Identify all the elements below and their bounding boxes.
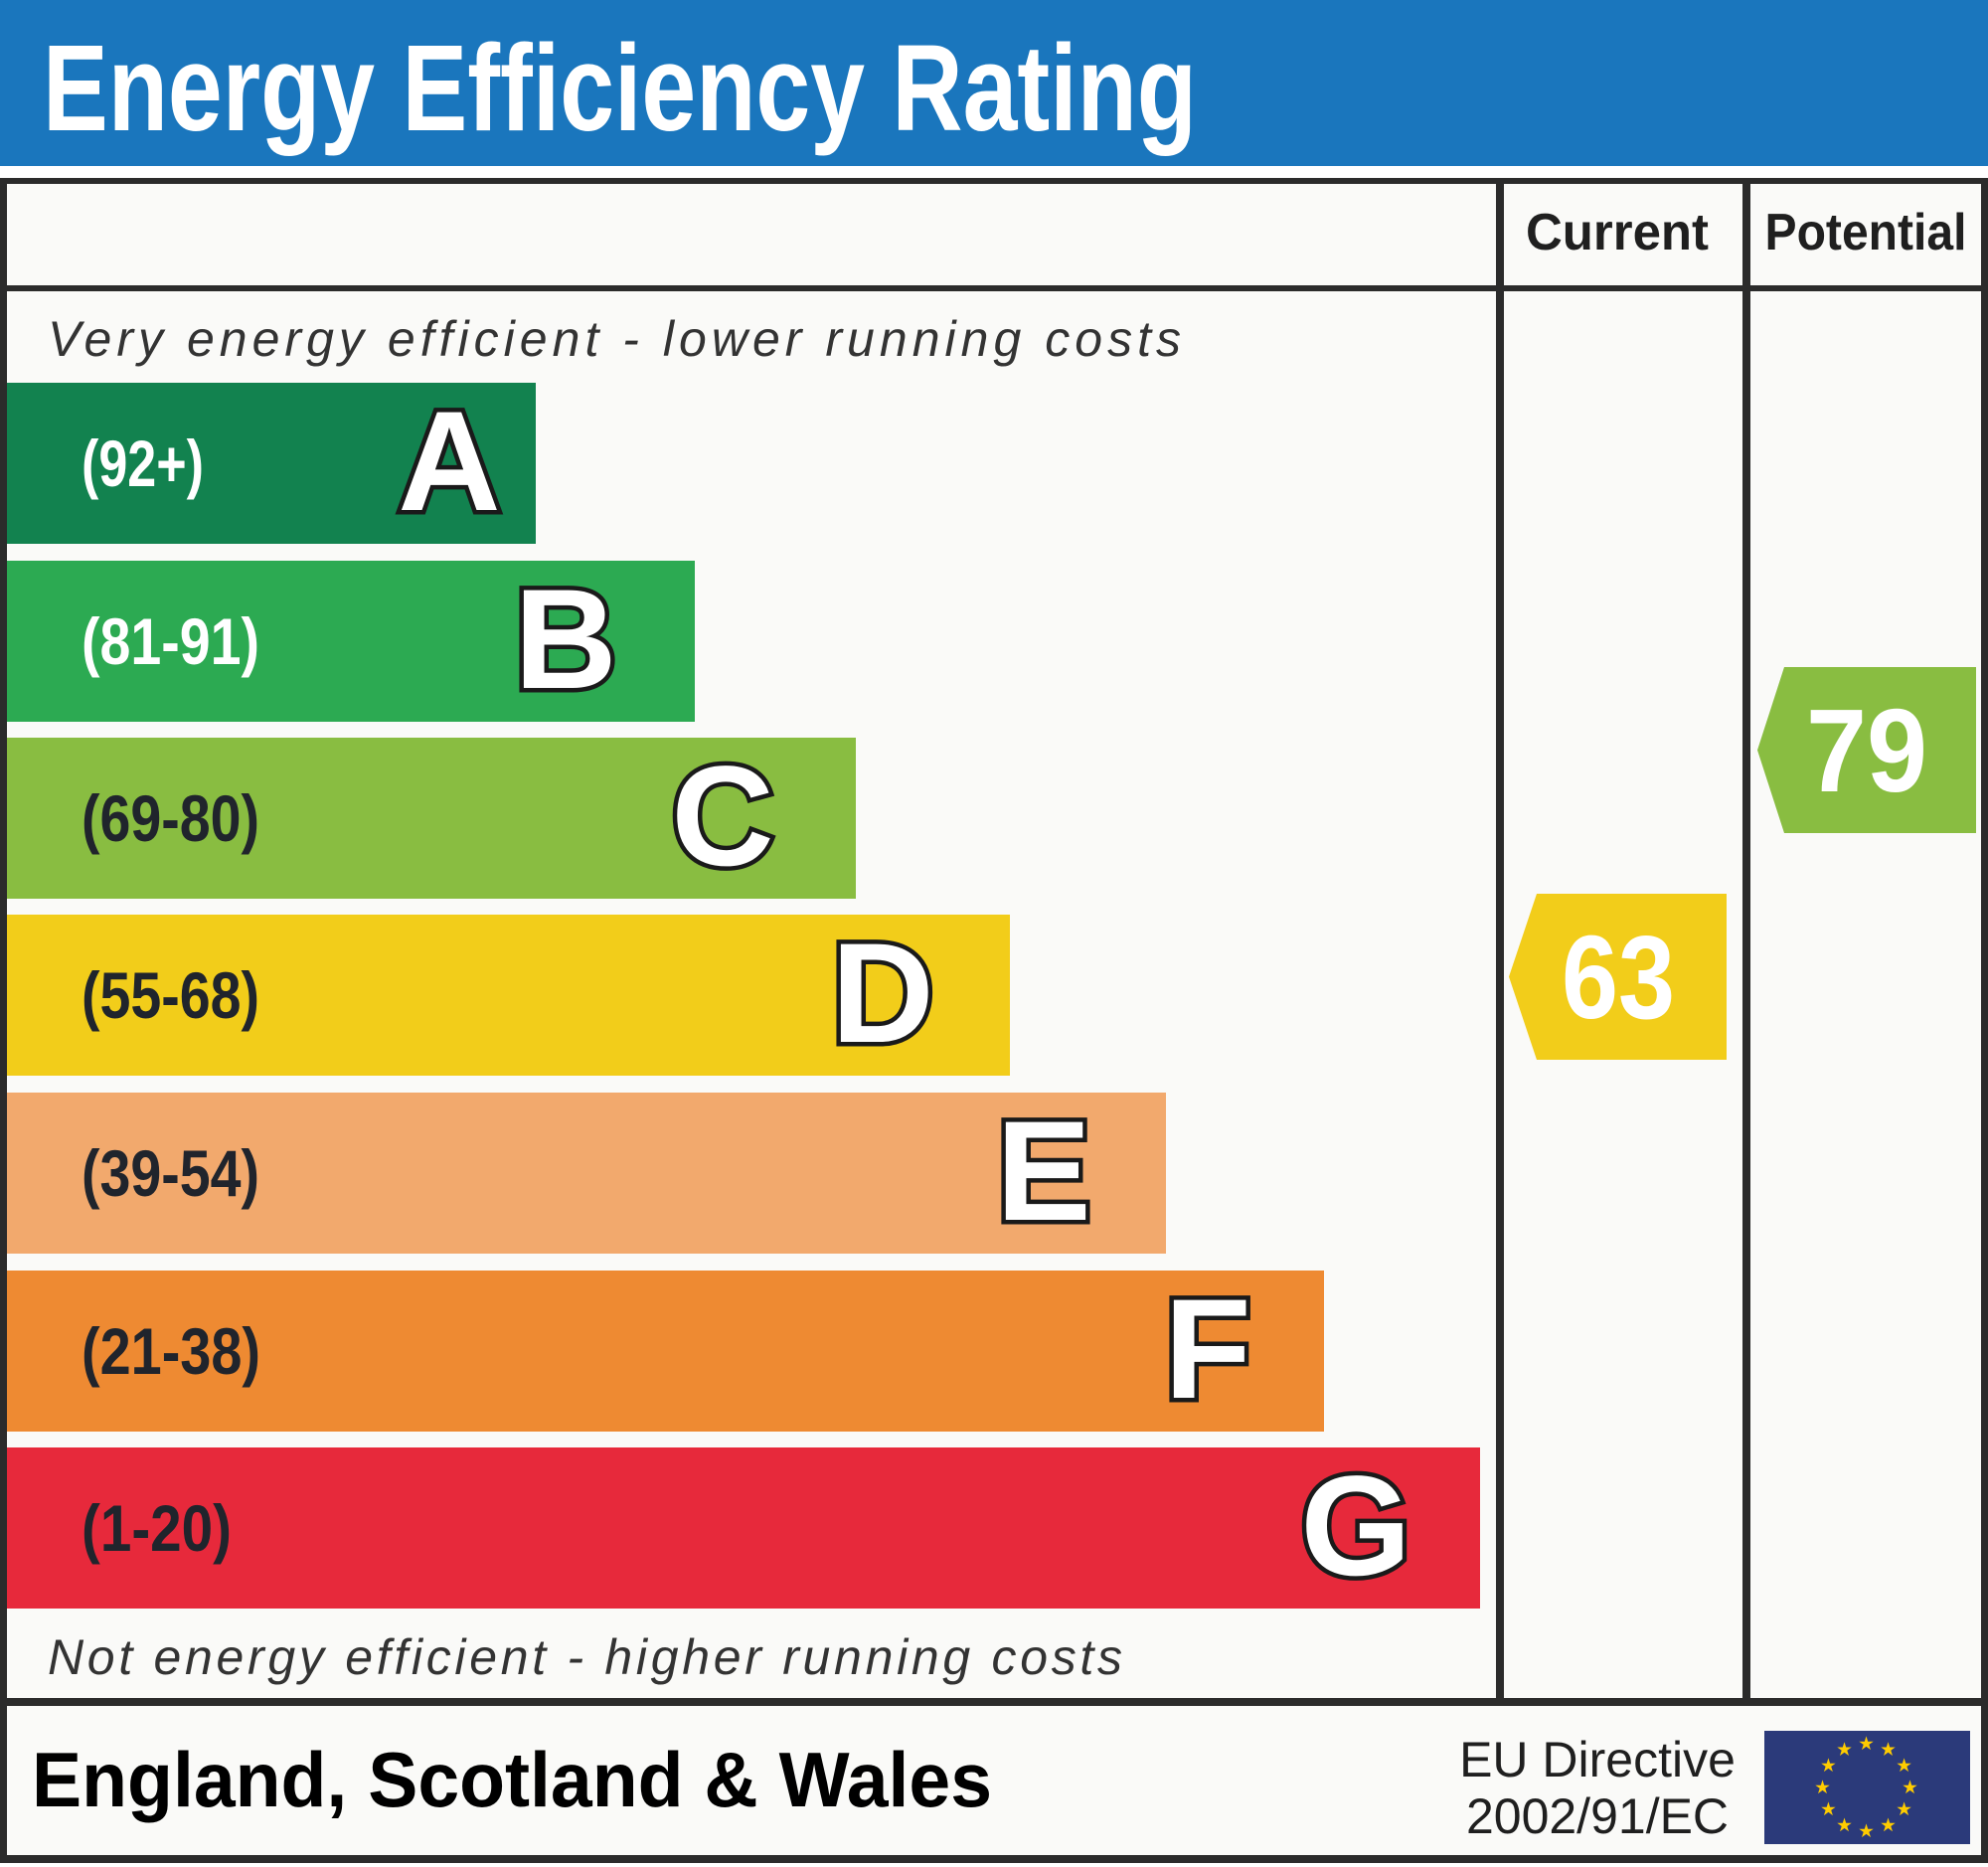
svg-text:F: F <box>1164 1271 1250 1429</box>
svg-text:63: 63 <box>1562 912 1675 1044</box>
svg-text:Current: Current <box>1526 204 1709 261</box>
svg-text:(1-20): (1-20) <box>82 1491 232 1565</box>
svg-text:England, Scotland & Wales: England, Scotland & Wales <box>32 1736 992 1823</box>
svg-text:Potential: Potential <box>1765 204 1967 261</box>
svg-text:C: C <box>671 738 773 896</box>
svg-text:2002/91/EC: 2002/91/EC <box>1466 1788 1729 1844</box>
svg-text:B: B <box>514 561 616 719</box>
svg-text:(92+): (92+) <box>82 426 204 500</box>
svg-text:G: G <box>1300 1447 1410 1606</box>
svg-text:E: E <box>996 1093 1090 1251</box>
svg-text:(55-68): (55-68) <box>82 958 259 1032</box>
svg-text:(21-38): (21-38) <box>82 1314 260 1388</box>
svg-text:Energy Efficiency Rating: Energy Efficiency Rating <box>43 21 1197 157</box>
svg-text:(81-91): (81-91) <box>82 604 259 678</box>
svg-text:EU Directive: EU Directive <box>1459 1732 1736 1787</box>
svg-text:(39-54): (39-54) <box>82 1136 259 1210</box>
svg-text:(69-80): (69-80) <box>82 781 259 855</box>
svg-text:D: D <box>831 915 933 1073</box>
svg-text:A: A <box>398 383 500 541</box>
svg-text:79: 79 <box>1806 685 1927 817</box>
